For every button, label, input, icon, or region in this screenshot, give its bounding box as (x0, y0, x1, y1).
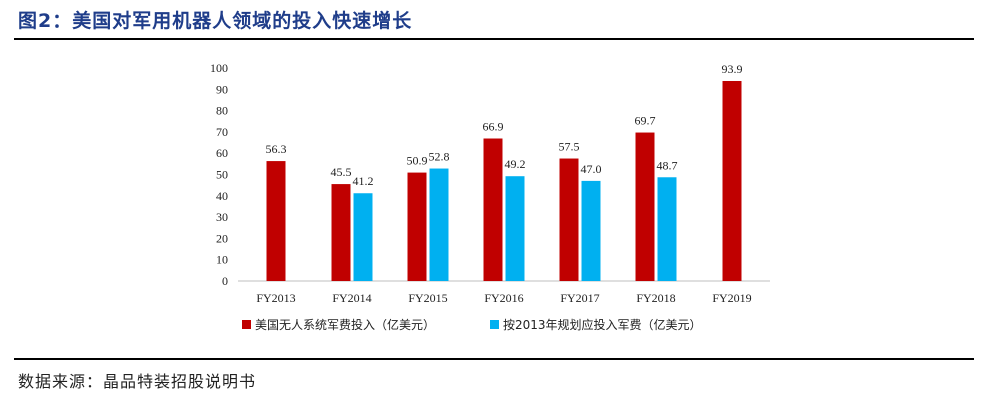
data-label-planned-spending: 49.2 (505, 157, 526, 171)
bar-unmanned-spending (722, 80, 742, 281)
x-tick-label: FY2019 (712, 291, 751, 305)
legend-swatch (242, 320, 251, 329)
y-tick-label: 90 (216, 82, 228, 96)
bar-planned-spending (429, 168, 449, 281)
y-tick-label: 40 (216, 189, 228, 203)
bar-planned-spending (505, 176, 525, 281)
bar-chart: 0 10 20 30 40 50 60 70 80 90 100 56.3 FY2013 45.541.2… (210, 61, 770, 332)
y-tick-label: 70 (216, 125, 228, 139)
x-tick-label: FY2014 (332, 291, 371, 305)
y-tick-label: 20 (216, 231, 228, 245)
x-tick-label: FY2017 (560, 291, 599, 305)
bar-unmanned-spending (559, 158, 579, 281)
data-label-unmanned-spending: 57.5 (559, 140, 580, 154)
data-label-planned-spending: 52.8 (429, 150, 450, 164)
bar-unmanned-spending (483, 138, 503, 281)
y-tick-label: 100 (210, 61, 228, 75)
bottom-rule (14, 358, 974, 360)
y-tick-label: 80 (216, 104, 228, 118)
y-tick-label: 10 (216, 253, 228, 267)
figure-title: 图2：美国对军用机器人领域的投入快速增长 (18, 10, 413, 32)
y-tick-label: 60 (216, 146, 228, 160)
y-tick-label: 30 (216, 210, 228, 224)
data-label-unmanned-spending: 69.7 (635, 114, 656, 128)
data-label-unmanned-spending: 66.9 (483, 120, 504, 134)
y-tick-label: 0 (222, 274, 228, 288)
bar-unmanned-spending (635, 132, 655, 281)
bar-unmanned-spending (331, 184, 351, 281)
bar-planned-spending (353, 193, 373, 281)
data-label-unmanned-spending: 50.9 (407, 154, 428, 168)
data-label-unmanned-spending: 93.9 (722, 62, 743, 76)
bar-planned-spending (657, 177, 677, 281)
data-label-unmanned-spending: 45.5 (331, 165, 352, 179)
top-rule (14, 38, 974, 40)
source-note: 数据来源：晶品特装招股说明书 (18, 372, 257, 391)
legend-swatch (490, 320, 499, 329)
bar-planned-spending (581, 180, 601, 281)
legend-label: 按2013年规划应投入军费（亿美元） (503, 317, 702, 332)
legend-label: 美国无人系统军费投入（亿美元） (255, 317, 435, 332)
x-tick-label: FY2016 (484, 291, 523, 305)
y-tick-label: 50 (216, 168, 228, 182)
data-label-planned-spending: 47.0 (581, 162, 602, 176)
data-label-unmanned-spending: 56.3 (266, 142, 287, 156)
x-tick-label: FY2013 (256, 291, 295, 305)
data-label-planned-spending: 41.2 (353, 174, 374, 188)
x-tick-label: FY2018 (636, 291, 675, 305)
bar-unmanned-spending (407, 172, 427, 281)
bar-unmanned-spending (266, 161, 286, 281)
x-tick-label: FY2015 (408, 291, 447, 305)
data-label-planned-spending: 48.7 (657, 158, 678, 172)
